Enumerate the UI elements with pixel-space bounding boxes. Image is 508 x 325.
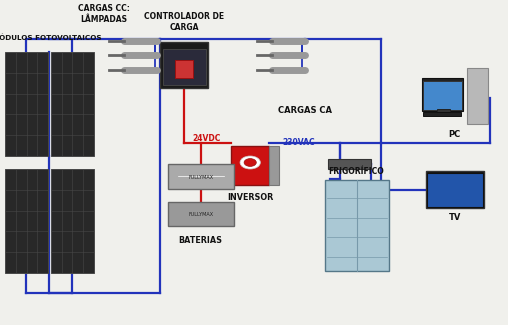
- Bar: [175, 60, 193, 78]
- Bar: [51, 169, 94, 273]
- Bar: [160, 42, 208, 88]
- Circle shape: [240, 156, 261, 169]
- Text: CARGAS CC:
LÂMPADAS: CARGAS CC: LÂMPADAS: [78, 4, 130, 24]
- Bar: [423, 112, 461, 116]
- Circle shape: [244, 159, 256, 166]
- Bar: [168, 164, 234, 188]
- Bar: [5, 169, 48, 273]
- Bar: [51, 52, 94, 156]
- Text: PC: PC: [449, 130, 461, 139]
- Bar: [422, 78, 463, 111]
- Text: CARGAS CA: CARGAS CA: [278, 106, 332, 115]
- Bar: [269, 146, 279, 185]
- Text: FULLYMAX: FULLYMAX: [188, 175, 213, 180]
- Text: TV: TV: [449, 213, 461, 222]
- Bar: [325, 180, 389, 271]
- Text: CONTROLADOR DE
CARGA: CONTROLADOR DE CARGA: [144, 12, 224, 32]
- Text: FULLYMAX: FULLYMAX: [188, 212, 213, 217]
- Bar: [328, 159, 371, 169]
- Bar: [168, 202, 234, 226]
- Text: MÓDULOS FOTOVOLTAICOS: MÓDULOS FOTOVOLTAICOS: [0, 34, 102, 41]
- Text: INVERSOR: INVERSOR: [227, 193, 273, 202]
- Text: BATERIAS: BATERIAS: [179, 236, 223, 245]
- Bar: [427, 173, 483, 207]
- Bar: [5, 52, 48, 156]
- Text: 24VDC: 24VDC: [193, 134, 221, 143]
- Bar: [423, 81, 462, 110]
- Bar: [437, 109, 450, 113]
- Bar: [231, 146, 269, 185]
- Bar: [426, 171, 484, 208]
- Text: 230VAC: 230VAC: [282, 138, 314, 148]
- Bar: [467, 68, 488, 124]
- Text: FRIGORÍFICO: FRIGORÍFICO: [329, 166, 385, 176]
- Bar: [163, 49, 206, 84]
